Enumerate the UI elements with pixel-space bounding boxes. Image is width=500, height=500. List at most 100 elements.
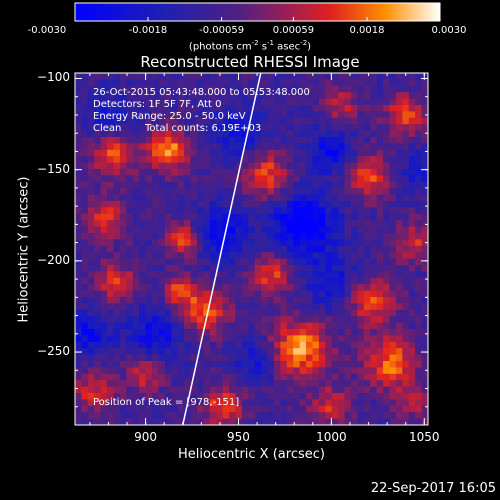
heatmap-cell xyxy=(75,373,82,381)
heatmap-cell xyxy=(94,169,102,176)
heatmap-cell xyxy=(164,380,172,387)
heatmap-cell xyxy=(331,175,339,183)
heatmap-cell xyxy=(318,105,326,112)
heatmap-cell xyxy=(383,405,390,413)
heatmap-cell xyxy=(229,175,236,183)
heatmap-cell xyxy=(229,137,236,144)
heatmap-cell xyxy=(190,341,198,349)
heatmap-cell xyxy=(196,245,204,253)
heatmap-cell xyxy=(100,239,108,247)
heatmap-cell xyxy=(81,213,89,221)
heatmap-cell xyxy=(235,329,243,336)
heatmap-cell xyxy=(248,105,256,112)
heatmap-cell xyxy=(203,322,211,330)
heatmap-cell xyxy=(241,354,249,362)
heatmap-cell xyxy=(100,220,108,227)
heatmap-cell xyxy=(312,201,320,208)
heatmap-cell xyxy=(248,175,256,183)
heatmap-cell xyxy=(171,188,179,195)
heatmap-cell xyxy=(415,380,422,387)
heatmap-cell xyxy=(421,309,429,317)
heatmap-cell xyxy=(338,412,345,419)
heatmap-cell xyxy=(164,418,172,426)
heatmap-cell xyxy=(190,149,198,157)
heatmap-cell xyxy=(267,220,275,227)
heatmap-cell xyxy=(190,130,198,138)
heatmap-cell xyxy=(241,399,249,407)
heatmap-cell xyxy=(261,143,268,151)
heatmap-cell xyxy=(177,303,185,311)
heatmap-cell xyxy=(408,175,416,183)
heatmap-cell xyxy=(280,252,288,259)
heatmap-cell xyxy=(235,284,243,291)
heatmap-cell xyxy=(209,98,217,106)
heatmap-cell xyxy=(280,361,288,368)
heatmap-cell xyxy=(299,277,307,285)
heatmap-cell xyxy=(184,130,191,138)
heatmap-cell xyxy=(376,98,384,106)
heatmap-cell xyxy=(421,354,429,362)
heatmap-cell xyxy=(241,111,249,119)
heatmap-cell xyxy=(171,329,179,336)
heatmap-cell xyxy=(209,130,217,138)
heatmap-cell xyxy=(402,373,410,381)
heatmap-cell xyxy=(395,405,403,413)
heatmap-cell xyxy=(376,367,384,375)
heatmap-cell xyxy=(280,373,288,381)
heatmap-cell xyxy=(152,386,159,394)
heatmap-cell xyxy=(293,137,301,144)
heatmap-cell xyxy=(132,156,140,163)
heatmap-cell xyxy=(75,117,82,125)
heatmap-cell xyxy=(164,194,172,202)
heatmap-cell xyxy=(357,124,365,131)
heatmap-cell xyxy=(113,220,121,227)
heatmap-cell xyxy=(293,290,301,298)
heatmap-cell xyxy=(350,169,358,176)
heatmap-cell xyxy=(119,175,127,183)
heatmap-cell xyxy=(299,239,307,247)
heatmap-cell xyxy=(408,117,416,125)
heatmap-cell xyxy=(363,258,371,266)
heatmap-cell xyxy=(286,137,294,144)
heatmap-cell xyxy=(190,258,198,266)
heatmap-cell xyxy=(177,258,185,266)
heatmap-cell xyxy=(344,245,352,253)
heatmap-cell xyxy=(350,79,358,87)
heatmap-cell xyxy=(184,329,191,336)
heatmap-cell xyxy=(177,265,185,272)
heatmap-cell xyxy=(415,252,422,259)
heatmap-cell xyxy=(389,309,397,317)
heatmap-cell xyxy=(331,98,339,106)
heatmap-cell xyxy=(408,239,416,247)
heatmap-cell xyxy=(209,117,217,125)
heatmap-cell xyxy=(363,220,371,227)
heatmap-cell xyxy=(254,271,262,279)
heatmap-cell xyxy=(126,354,134,362)
heatmap-cell xyxy=(152,162,159,170)
heatmap-cell xyxy=(376,373,384,381)
heatmap-cell xyxy=(94,309,102,317)
heatmap-cell xyxy=(331,92,339,99)
heatmap-cell xyxy=(254,399,262,407)
heatmap-cell xyxy=(267,181,275,189)
heatmap-cell xyxy=(196,290,204,298)
heatmap-cell xyxy=(152,309,159,317)
heatmap-cell xyxy=(164,105,172,112)
heatmap-cell xyxy=(164,233,172,240)
heatmap-cell xyxy=(254,201,262,208)
heatmap-cell xyxy=(158,175,166,183)
heatmap-cell xyxy=(421,194,429,202)
heatmap-cell xyxy=(107,105,114,112)
heatmap-cell xyxy=(107,188,114,195)
heatmap-cell xyxy=(177,73,185,80)
heatmap-cell xyxy=(113,418,121,426)
heatmap-cell xyxy=(203,117,211,125)
heatmap-cell xyxy=(293,258,301,266)
heatmap-cell xyxy=(261,233,268,240)
heatmap-cell xyxy=(145,373,153,381)
heatmap-cell xyxy=(376,309,384,317)
heatmap-cell xyxy=(286,380,294,387)
heatmap-cell xyxy=(383,367,390,375)
heatmap-cell xyxy=(94,258,102,266)
heatmap-cell xyxy=(318,137,326,144)
